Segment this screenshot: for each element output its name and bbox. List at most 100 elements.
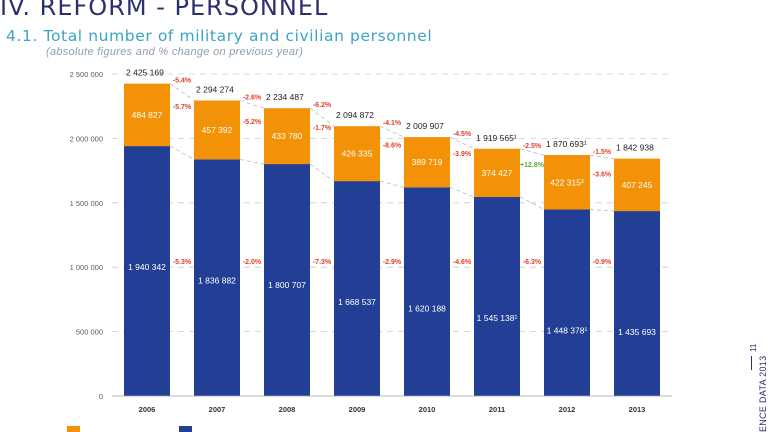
side-caption-text: ENCE DATA 2013 xyxy=(758,355,768,432)
x-axis: 2006 2007 2008 2009 2010 2011 2012 2013 xyxy=(112,395,672,414)
civilian-change-label: +12.8% xyxy=(520,162,545,169)
total-label: 2 234 487 xyxy=(266,92,304,102)
total-change-label: -4.1% xyxy=(383,120,402,127)
page-title: IV. REFORM - PERSONNEL xyxy=(0,0,329,21)
military-label: 1 545 138¹ xyxy=(477,313,518,323)
legend-swatch-civilian xyxy=(67,426,80,432)
x-tick-label: 2006 xyxy=(139,405,156,414)
military-label: 1 620 188 xyxy=(408,303,446,313)
military-change-label: -2.0% xyxy=(243,259,262,266)
military-change-label: -0.9% xyxy=(593,259,612,266)
bar-military xyxy=(334,181,380,396)
military-trend-line xyxy=(239,159,265,165)
bar-military xyxy=(474,196,520,396)
bar-military xyxy=(264,164,310,396)
civilian-change-label: -5.2% xyxy=(243,119,262,126)
x-tick-label: 2008 xyxy=(279,405,296,414)
total-label: 1 919 565¹ xyxy=(476,133,517,143)
civilian-label: 426 335 xyxy=(342,149,373,159)
total-trend-line xyxy=(309,107,335,127)
military-trend-line xyxy=(449,186,475,198)
total-label: 2 009 907 xyxy=(406,121,444,131)
y-tick-label: 1 500 000 xyxy=(70,199,103,208)
legend-swatch-military xyxy=(179,426,192,432)
total-label: 2 425 169 xyxy=(126,68,164,78)
military-label: 1 668 537 xyxy=(338,297,376,307)
military-change-label: -4.6% xyxy=(453,259,472,266)
civilian-label: 422 315² xyxy=(550,177,584,187)
x-tick-label: 2010 xyxy=(419,405,436,414)
military-label: 1 940 342 xyxy=(128,262,166,272)
bar-civilian xyxy=(194,100,240,160)
bar-civilian xyxy=(264,108,310,165)
civilian-label: 407 245 xyxy=(622,180,653,190)
chart-title: 4.1. Total number of military and civili… xyxy=(6,27,433,45)
x-tick-label: 2007 xyxy=(209,405,226,414)
total-trend-line xyxy=(379,125,405,138)
civilian-label: 484 827 xyxy=(132,110,163,120)
military-change-label: -7.3% xyxy=(313,259,332,266)
military-trend-line xyxy=(589,209,615,212)
total-label: 1 842 938 xyxy=(616,143,654,153)
military-trend-line xyxy=(379,180,405,188)
total-label: 2 094 872 xyxy=(336,110,374,120)
page-number-text: 11 xyxy=(749,343,758,352)
civilian-label: 457 392 xyxy=(202,125,233,135)
x-tick-label: 2011 xyxy=(489,405,505,414)
total-change-label: -1.5% xyxy=(593,149,612,156)
bar-military xyxy=(544,209,590,396)
military-trend-line xyxy=(309,163,335,182)
total-trend-line xyxy=(449,136,475,150)
y-tick-label: 2 500 000 xyxy=(70,70,103,79)
chart-change-labels: -5.4% -5.7% -5.3% -2.6% -5.2% -2.0% -6.2% -1.7%… xyxy=(173,78,612,266)
civilian-label: 389 719 xyxy=(412,157,443,167)
x-tick-label: 2012 xyxy=(559,405,576,414)
military-change-label: -6.3% xyxy=(523,259,542,266)
y-tick-label: 0 xyxy=(99,392,103,401)
y-tick-label: 1 000 000 xyxy=(70,263,103,272)
military-change-label: -2.9% xyxy=(383,259,402,266)
civilian-change-label: -5.7% xyxy=(173,104,192,111)
military-label: 1 800 707 xyxy=(268,280,306,290)
bar-civilian xyxy=(334,126,380,182)
total-change-label: -4.5% xyxy=(453,131,472,138)
bar-military xyxy=(194,159,240,396)
total-change-label: -6.2% xyxy=(313,102,332,109)
bar-civilian xyxy=(124,83,170,147)
bar-civilian xyxy=(614,158,660,212)
chart-subtitle: (absolute figures and % change on previo… xyxy=(46,46,304,58)
bar-military xyxy=(124,146,170,396)
total-trend-line xyxy=(169,83,195,101)
bar-civilian xyxy=(404,137,450,188)
military-change-label: -5.3% xyxy=(173,259,192,266)
bar-military xyxy=(614,211,660,396)
military-label: 1 435 693 xyxy=(618,327,656,337)
y-tick-label: 2 000 000 xyxy=(70,134,103,143)
bar-civilian xyxy=(544,155,590,210)
military-label: 1 836 882 xyxy=(198,275,236,285)
total-change-label: -5.4% xyxy=(173,78,192,85)
civilian-change-label: -8.6% xyxy=(383,143,402,150)
chart-trend-lines xyxy=(169,83,615,212)
chart-data-labels: 2 425 169 484 827 1 940 342 2 294 274 457 39… xyxy=(126,68,656,337)
bar-military xyxy=(404,187,450,396)
y-tick-label: 500 000 xyxy=(76,328,103,337)
total-trend-line xyxy=(239,100,265,109)
total-label: 2 294 274 xyxy=(196,84,234,94)
civilian-change-label: -1.7% xyxy=(313,125,332,132)
civilian-change-label: -3.9% xyxy=(453,151,472,158)
chart-bars xyxy=(124,83,660,396)
x-tick-label: 2013 xyxy=(629,405,646,414)
total-change-label: -2.5% xyxy=(523,143,542,150)
total-change-label: -2.6% xyxy=(243,94,262,101)
bar-civilian xyxy=(474,148,520,197)
civilian-change-label: -3.6% xyxy=(593,171,612,178)
military-label: 1 448 378¹ xyxy=(547,325,588,335)
side-caption: ENCE DATA 2013 xyxy=(758,332,768,432)
total-label: 1 870 693¹ xyxy=(546,139,587,149)
x-tick-label: 2009 xyxy=(349,405,366,414)
civilian-label: 374 427 xyxy=(482,168,513,178)
side-divider xyxy=(751,356,752,370)
civilian-label: 433 780 xyxy=(272,131,303,141)
